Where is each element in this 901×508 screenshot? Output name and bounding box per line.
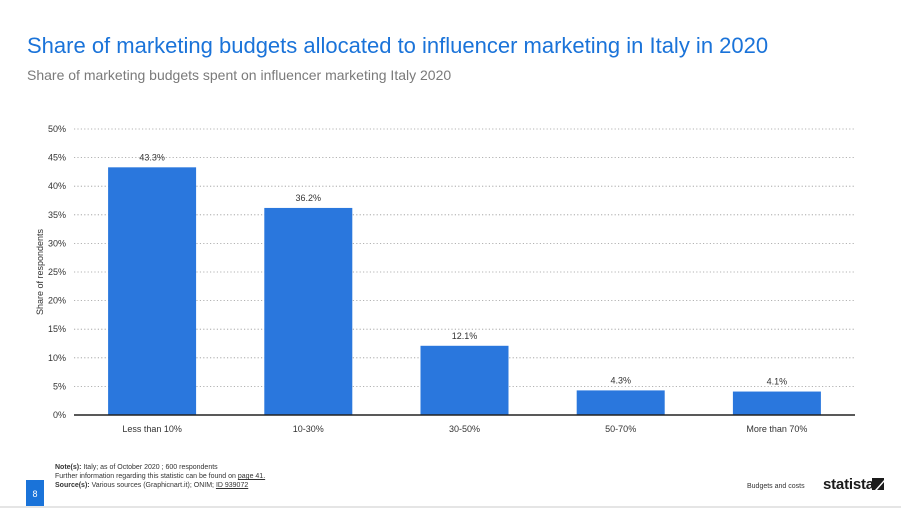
brand-logo: statista: [823, 476, 874, 493]
notes-text: Italy; as of October 2020 ; 600 responde…: [83, 464, 218, 471]
statista-logo-icon: [872, 478, 884, 490]
section-label: Budgets and costs: [747, 483, 805, 490]
y-tick-label: 40%: [48, 181, 66, 191]
x-tick-label: 10-30%: [293, 424, 324, 434]
source-line: Source(s): Various sources (Graphicnart.…: [55, 481, 265, 490]
bar-chart: 0% 5% 10% 15% 20% 25% 30% 35% 40% 45% 50% Share of …: [35, 124, 855, 434]
y-tick-label: 20%: [48, 296, 66, 306]
page-number: 8: [26, 480, 44, 508]
data-label: 36.2%: [296, 193, 322, 203]
footer-notes: Note(s): Italy; as of October 2020 ; 600…: [55, 463, 265, 490]
x-tick-label: 50-70%: [605, 424, 636, 434]
y-tick-label: 35%: [48, 210, 66, 220]
y-tick-label: 15%: [48, 324, 66, 334]
y-tick-label: 25%: [48, 267, 66, 277]
y-tick-label: 50%: [48, 124, 66, 134]
y-tick-label: 5%: [53, 381, 66, 391]
chart-title: Share of marketing budgets allocated to …: [27, 33, 769, 58]
notes-line: Note(s): Italy; as of October 2020 ; 600…: [55, 463, 265, 472]
chart-subtitle: Share of marketing budgets spent on infl…: [27, 67, 452, 83]
y-tick-label: 0%: [53, 410, 66, 420]
bar: [108, 167, 197, 415]
source-label: Source(s):: [55, 482, 90, 489]
x-tick-label: Less than 10%: [122, 424, 182, 434]
bar: [576, 390, 665, 415]
source-text: Various sources (Graphicnart.it); ONIM;: [91, 482, 214, 489]
y-tick-label: 45%: [48, 153, 66, 163]
y-tick-label: 30%: [48, 238, 66, 248]
bar: [420, 345, 509, 415]
bar: [264, 207, 353, 415]
further-info-line: Further information regarding this stati…: [55, 472, 265, 481]
further-info-text: Further information regarding this stati…: [55, 473, 236, 480]
y-tick-label: 10%: [48, 353, 66, 363]
y-axis-label: Share of respondents: [35, 228, 45, 315]
notes-label: Note(s):: [55, 464, 82, 471]
x-tick-label: More than 70%: [746, 424, 807, 434]
further-info-link[interactable]: page 41.: [237, 473, 266, 480]
data-label: 4.1%: [767, 377, 788, 387]
bottom-divider: [0, 506, 901, 508]
bar: [732, 391, 821, 415]
data-label: 43.3%: [139, 152, 165, 162]
source-id-link[interactable]: ID 939072: [215, 482, 249, 489]
x-tick-label: 30-50%: [449, 424, 480, 434]
data-label: 4.3%: [610, 375, 631, 385]
data-label: 12.1%: [452, 331, 478, 341]
